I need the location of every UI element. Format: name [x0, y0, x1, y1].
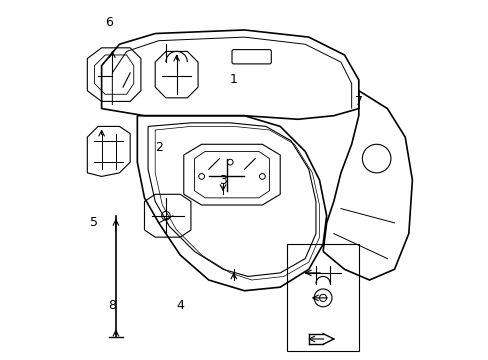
Bar	[287, 244, 358, 351]
Text: 4: 4	[176, 298, 184, 311]
Text: 6: 6	[104, 16, 112, 29]
Text: 3: 3	[219, 174, 226, 186]
Text: 7: 7	[354, 95, 362, 108]
Text: 2: 2	[155, 141, 163, 154]
Text: 5: 5	[90, 216, 98, 229]
Text: 8: 8	[108, 298, 116, 311]
Text: 1: 1	[229, 73, 237, 86]
